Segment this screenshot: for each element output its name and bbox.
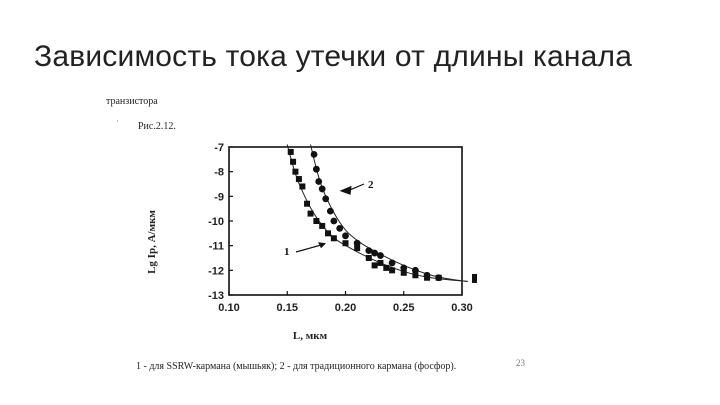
y-tick-label: -9 xyxy=(214,191,224,203)
series-2-point xyxy=(318,185,326,193)
series-2-point xyxy=(423,271,431,279)
series-1-point xyxy=(412,272,419,279)
series-2-point xyxy=(371,249,379,257)
y-tick-label: -10 xyxy=(208,216,224,228)
figure-header: транзистора xyxy=(106,96,158,107)
series-2-point xyxy=(353,239,361,247)
annotation-arrow-1 xyxy=(295,243,325,253)
series-2-point xyxy=(412,266,419,274)
axis-ticks: 0.10 0.15 0.20 0.25 0.30 -7 -8 -9 -10 -11 -12 -13 xyxy=(208,142,473,314)
page-number: 23 xyxy=(516,358,525,368)
series-1-point xyxy=(365,255,372,261)
series-1-point xyxy=(383,264,390,271)
curve-end-mark xyxy=(472,273,477,283)
annotation-label-1: 1 xyxy=(284,246,290,258)
x-tick-label: 0.20 xyxy=(335,302,356,314)
y-tick-label: -7 xyxy=(214,142,224,154)
series-1-point xyxy=(319,222,326,229)
series-2-point xyxy=(326,207,334,215)
x-tick-label: 0.30 xyxy=(451,302,472,314)
series-2-point xyxy=(388,259,396,267)
series-2-point xyxy=(315,178,323,185)
leakage-chart: 0.10 0.15 0.20 0.25 0.30 -7 -8 -9 -10 -11 -12 -13 1… xyxy=(208,142,477,314)
series-2-point xyxy=(330,217,338,225)
series-1-point xyxy=(342,240,349,247)
series-2-point xyxy=(312,165,320,173)
series-2-point xyxy=(377,252,384,259)
x-tick-label: 0.10 xyxy=(218,302,239,314)
series-2-point xyxy=(310,151,318,158)
series-2-point xyxy=(435,274,443,282)
y-tick-label: -11 xyxy=(209,241,224,253)
annotation-arrowhead-1 xyxy=(318,242,327,249)
y-axis-label: Lg Ip, А/мкм xyxy=(146,210,158,274)
x-tick-label: 0.15 xyxy=(277,302,298,314)
series-2-point xyxy=(322,195,330,203)
series-1-point xyxy=(325,230,332,237)
x-axis-label: L, мкм xyxy=(292,330,328,342)
y-tick-label: -8 xyxy=(214,167,224,179)
series-1-point xyxy=(354,245,361,252)
series-2-point xyxy=(400,264,408,272)
fit-curve-2 xyxy=(310,144,468,282)
y-tick-label: -13 xyxy=(208,290,224,302)
figure-caption-top: Рис.2.12. xyxy=(138,121,176,132)
annotations: 12 xyxy=(284,179,477,283)
series-1-point xyxy=(299,183,306,190)
series-2-point xyxy=(365,247,373,255)
slide-title: Зависимость тока утечки от длины канала xyxy=(34,40,633,73)
x-tick-label: 0.25 xyxy=(393,302,414,314)
series-1-point xyxy=(287,148,294,155)
data-points xyxy=(287,148,443,282)
series-1-point xyxy=(304,200,311,207)
series-1-point xyxy=(313,218,320,224)
annotation-arrowhead-2 xyxy=(339,185,352,195)
series-1-point xyxy=(290,158,297,165)
series-1-point xyxy=(307,210,314,217)
series-1-point xyxy=(371,262,378,269)
series-1-point xyxy=(400,269,407,276)
y-tick-label: -12 xyxy=(208,265,224,277)
stray-scan-mark: · xyxy=(116,116,119,126)
series-1-point xyxy=(330,235,337,242)
series-2-point xyxy=(336,225,344,232)
figure-caption-bottom: 1 - для SSRW-кармана (мышьяк); 2 - для т… xyxy=(136,361,457,372)
series-1-point xyxy=(389,267,396,274)
series-2-point xyxy=(342,232,349,240)
series-1-point xyxy=(292,168,299,175)
figure-scan: транзистора Рис.2.12. · 0.10 0.15 0.20 0.25… xyxy=(100,92,550,392)
series-1-point xyxy=(377,259,384,266)
series-1-point xyxy=(295,176,302,183)
annotation-label-2: 2 xyxy=(368,179,374,191)
